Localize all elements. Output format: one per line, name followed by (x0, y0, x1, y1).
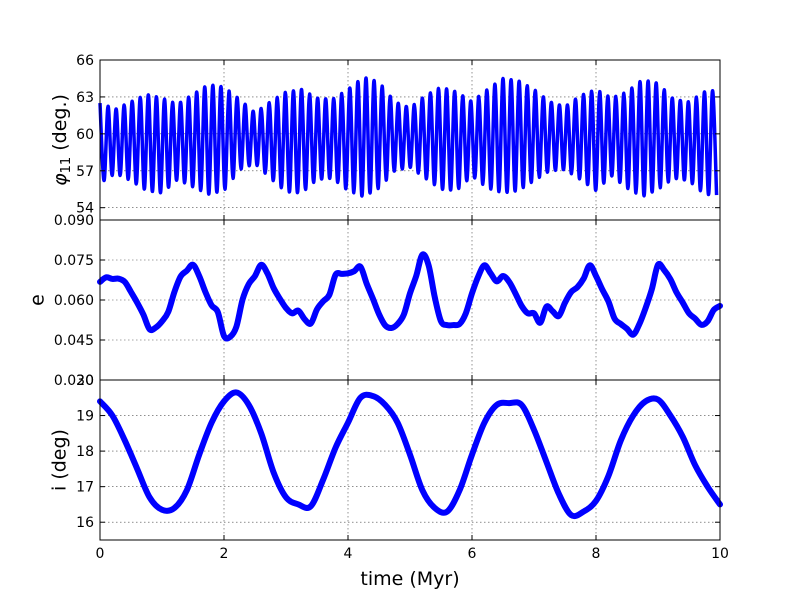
y-tick-label: 0.030 (54, 373, 94, 389)
y-tick-label: 0.090 (54, 213, 94, 229)
panel-phi11: 54 57 60 63 66 φ11 (deg.) (49, 53, 721, 221)
x-axis-label: time (Myr) (360, 568, 459, 590)
phi-unit: (deg.) (49, 94, 71, 157)
panel-eccentricity-ylabel: e (27, 294, 49, 306)
phi-subscript: 11 (59, 157, 74, 174)
panel-inclination-frame (99, 379, 721, 541)
x-tick-label: 2 (220, 546, 229, 562)
y-tick-label: 17 (76, 480, 94, 496)
y-tick-label: 18 (76, 444, 94, 460)
phi11-series-line (98, 76, 719, 198)
x-tick-label: 0 (96, 546, 105, 562)
x-tick-label: 8 (592, 546, 601, 562)
y-tick-label: 0.060 (54, 293, 94, 309)
phi-symbol: φ (49, 173, 71, 186)
x-tick-label: 4 (344, 546, 353, 562)
x-tick-label: 6 (468, 546, 477, 562)
panel-inclination: 16 17 18 19 20 0 2 4 6 8 10 i (deg) time (Myr) (49, 373, 729, 590)
y-tick-label: 0.045 (54, 333, 94, 349)
y-tick-label: 20 (76, 373, 94, 389)
y-tick-label: 57 (76, 164, 94, 180)
panel-inclination-ylabel: i (deg) (49, 429, 71, 491)
y-tick-label: 60 (76, 127, 94, 143)
y-tick-label: 0.075 (54, 253, 94, 269)
x-tick-label: 10 (711, 546, 729, 562)
panel-phi11-ylabel: φ11 (deg.) (49, 94, 74, 186)
y-tick-label: 63 (76, 90, 94, 106)
eccentricity-series-line (97, 251, 723, 342)
inclination-series-line (97, 389, 723, 520)
y-tick-label: 19 (76, 409, 94, 425)
y-tick-label: 54 (76, 201, 94, 217)
y-tick-label: 66 (76, 53, 94, 69)
y-tick-label: 16 (76, 515, 94, 531)
